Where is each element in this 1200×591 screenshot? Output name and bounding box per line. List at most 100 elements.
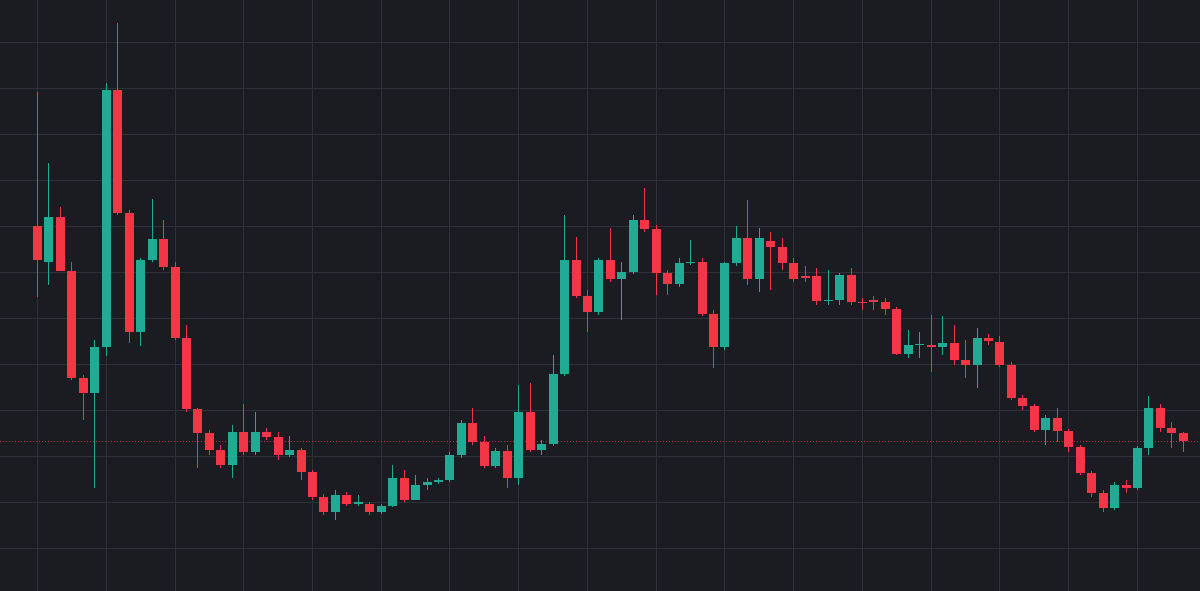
candle-body (984, 338, 993, 341)
candle-body (938, 343, 947, 347)
candle-body (1030, 406, 1039, 430)
candle-body (1133, 448, 1142, 488)
candle-body (274, 437, 283, 455)
candle-body (503, 451, 512, 478)
candle-body (457, 423, 466, 455)
candle-body (560, 260, 569, 374)
candle-body (1064, 431, 1073, 447)
candle-body (847, 275, 856, 302)
candle-body (881, 302, 890, 309)
candle-body (262, 432, 271, 437)
candle-body (915, 344, 924, 345)
candle-body (468, 423, 477, 442)
candle-body (423, 482, 432, 485)
candle-body (961, 360, 970, 365)
candle-body (869, 300, 878, 302)
candle-body (572, 260, 581, 296)
candle-body (136, 260, 145, 332)
candle-body (640, 220, 649, 229)
candle-body (365, 504, 374, 512)
candle-body (216, 450, 225, 465)
candle-body (1041, 418, 1050, 430)
candle-body (1007, 365, 1016, 398)
candle-body (973, 338, 982, 365)
candle-body (835, 275, 844, 300)
candle-body (79, 378, 88, 393)
candle-body (228, 432, 237, 465)
candle-body (892, 309, 901, 354)
candle-body (629, 220, 638, 272)
candle-body (950, 343, 959, 360)
candle-body (1167, 428, 1176, 433)
candle-body (663, 273, 672, 284)
candle-body (514, 412, 523, 478)
candle-body (33, 226, 42, 260)
candle-body (377, 506, 386, 512)
candle-body (583, 296, 592, 312)
candle-body (1087, 473, 1096, 493)
candle-body (1179, 433, 1188, 441)
candle-body (1110, 485, 1119, 508)
candle-body (342, 495, 351, 504)
candle-body (148, 239, 157, 260)
candle-body (480, 442, 489, 466)
candle-body (193, 409, 202, 433)
candle-body (285, 450, 294, 455)
candle-body (606, 260, 615, 279)
candle-body (56, 217, 65, 271)
candle-body (171, 267, 180, 338)
candle-body (526, 412, 535, 450)
candle-body (297, 450, 306, 472)
candle-body (182, 338, 191, 409)
candle-body (709, 314, 718, 347)
candle-body (801, 276, 810, 278)
candle-body (1018, 398, 1027, 406)
candle-body (491, 451, 500, 466)
candle-body (44, 217, 53, 262)
candle-body (251, 432, 260, 452)
candle-body (67, 271, 76, 378)
candle-body (1076, 447, 1085, 473)
candle-body (319, 497, 328, 512)
candle-body (434, 480, 443, 482)
candle-body (766, 241, 775, 247)
candle-body (354, 502, 363, 504)
candle-body (159, 239, 168, 267)
candle-body (113, 90, 122, 213)
candle-body (411, 485, 420, 500)
candle-body (675, 263, 684, 284)
candle-body (1122, 485, 1131, 488)
candle-body (824, 300, 833, 301)
candle-body (698, 262, 707, 314)
candle-body (617, 272, 626, 279)
candle-body (686, 262, 695, 263)
candle-body (1053, 418, 1062, 431)
candle-body (308, 472, 317, 497)
candle-body (789, 263, 798, 279)
candle-body (388, 478, 397, 506)
candle-body (331, 495, 340, 512)
candle-body (1156, 408, 1165, 428)
candle-body (720, 263, 729, 347)
candle-body (732, 238, 741, 263)
candle-body (995, 342, 1004, 365)
candle-body (445, 455, 454, 480)
candle-body (549, 374, 558, 444)
candle-body (594, 260, 603, 312)
candle-body (125, 213, 134, 332)
candle-body (812, 276, 821, 301)
candle-body (537, 444, 546, 450)
candle-body (927, 345, 936, 347)
candle-body (858, 302, 867, 303)
candle-body (102, 90, 111, 347)
candle-body (755, 238, 764, 279)
candle-body (400, 478, 409, 500)
candle-body (90, 347, 99, 393)
candle-body (904, 345, 913, 354)
candle-body (239, 432, 248, 452)
candle-body (205, 433, 214, 450)
candle-body (778, 247, 787, 263)
candle-body (652, 229, 661, 273)
candle-body (1144, 408, 1153, 448)
